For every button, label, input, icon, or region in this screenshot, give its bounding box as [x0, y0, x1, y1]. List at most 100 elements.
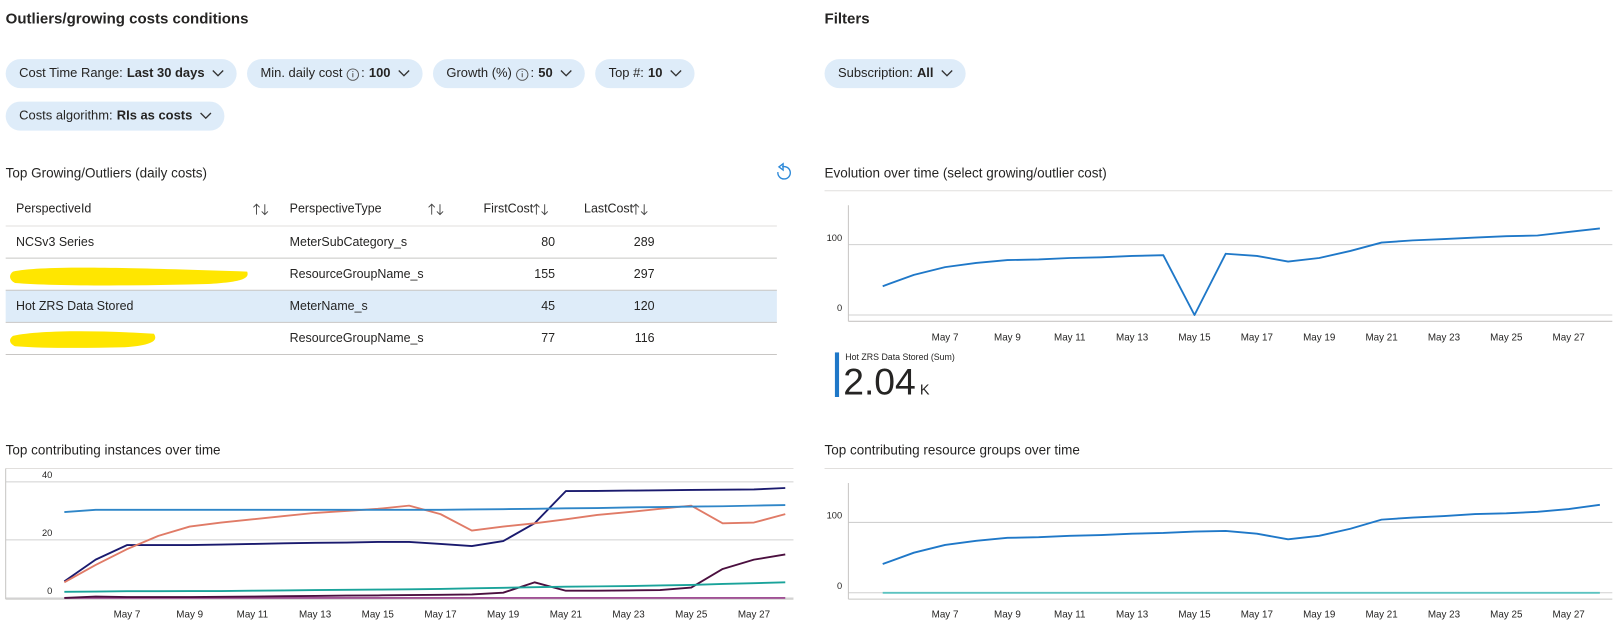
x-tick-label: May 21 — [1365, 333, 1397, 344]
y-tick-label: 0 — [837, 303, 842, 313]
table-cell[interactable]: NCSv3 Series — [16, 235, 94, 249]
x-tick-label: May 21 — [1365, 609, 1397, 620]
y-tick-label: 40 — [42, 470, 52, 480]
chevron-icon — [212, 70, 224, 77]
table-cell[interactable]: 77 — [541, 331, 555, 345]
x-tick-label: May 13 — [1116, 333, 1149, 344]
series-line[interactable] — [882, 503, 1601, 565]
series-line[interactable] — [63, 487, 786, 583]
sort-icon[interactable] — [532, 203, 549, 216]
pill-background — [824, 59, 966, 89]
pill-value: 50 — [538, 65, 552, 80]
pill-background — [432, 59, 585, 89]
x-tick-label: May 27 — [1553, 333, 1585, 344]
pill-label: Cost Time Range: — [19, 65, 123, 80]
pill-value: 10 — [648, 65, 662, 80]
x-tick-label: May 27 — [1553, 609, 1585, 620]
table-cell[interactable]: 45 — [541, 299, 555, 313]
pill-value: Last 30 days — [127, 65, 205, 80]
x-tick-label: May 23 — [1428, 609, 1461, 620]
x-tick-label: May 9 — [176, 609, 203, 620]
x-tick-label: May 25 — [675, 609, 708, 620]
filter-pill[interactable]: Subscription: All — [824, 59, 966, 89]
summary-value: 2.04 — [843, 360, 916, 402]
x-tick-label: May 15 — [362, 609, 395, 620]
y-tick-label: 100 — [827, 511, 843, 521]
x-tick-label: May 9 — [994, 333, 1021, 344]
info-icon — [516, 68, 529, 81]
x-tick-label: May 19 — [487, 609, 519, 620]
refresh-icon[interactable] — [777, 162, 791, 180]
x-tick-label: May 11 — [1054, 609, 1086, 620]
series-line[interactable] — [63, 504, 786, 584]
column-header[interactable]: FirstCost — [484, 202, 534, 216]
summary-label: Hot ZRS Data Stored (Sum) — [845, 352, 955, 362]
pill-separator: : — [361, 65, 365, 80]
table-cell[interactable]: 155 — [534, 267, 555, 281]
pill-label: Top #: — [609, 65, 644, 80]
x-tick-label: May 11 — [1054, 333, 1086, 344]
redacted-cell — [10, 267, 248, 286]
x-tick-label: May 9 — [994, 609, 1021, 620]
x-tick-label: May 13 — [1116, 609, 1149, 620]
pill-background — [247, 59, 423, 89]
x-tick-label: May 25 — [1490, 609, 1523, 620]
series-line[interactable] — [64, 504, 786, 513]
table-cell[interactable]: 120 — [634, 299, 655, 313]
pill-value: 100 — [369, 65, 391, 80]
table-cell[interactable]: 289 — [634, 235, 655, 249]
x-tick-label: May 17 — [1241, 333, 1273, 344]
sort-icon[interactable] — [253, 203, 269, 216]
x-tick-label: May 17 — [424, 609, 456, 620]
pill-label: Subscription: — [838, 65, 913, 80]
filter-pill[interactable]: Top #: 10 — [595, 59, 695, 89]
series-line[interactable] — [882, 227, 1600, 316]
table-cell[interactable]: 116 — [635, 331, 655, 345]
x-tick-label: May 15 — [1178, 609, 1211, 620]
pill-label: Min. daily cost — [260, 65, 342, 80]
x-tick-label: May 13 — [299, 609, 332, 620]
filter-pill[interactable]: Min. daily cost:100 — [247, 59, 423, 89]
filter-pill[interactable]: Cost Time Range: Last 30 days — [5, 59, 237, 89]
pill-label: Growth (%) — [446, 65, 511, 80]
pill-label: Costs algorithm: — [19, 108, 112, 123]
x-tick-label: May 21 — [550, 609, 582, 620]
pill-value: RIs as costs — [117, 108, 193, 123]
chart-title: Top contributing instances over time — [6, 442, 221, 457]
chevron-icon — [560, 70, 572, 77]
chevron-icon — [670, 70, 682, 77]
filter-pill[interactable]: Growth (%):50 — [432, 59, 585, 89]
x-tick-label: May 15 — [1178, 333, 1211, 344]
column-header[interactable]: PerspectiveType — [290, 202, 382, 216]
sort-icon[interactable] — [428, 203, 444, 216]
sort-icon[interactable] — [632, 203, 648, 216]
series-line[interactable] — [64, 581, 786, 593]
filter-pill[interactable]: Costs algorithm: RIs as costs — [5, 101, 225, 131]
column-header[interactable]: PerspectiveId — [16, 202, 91, 216]
pill-value: All — [917, 65, 934, 80]
y-tick-label: 20 — [42, 528, 52, 538]
info-icon — [346, 68, 359, 81]
x-tick-label: May 17 — [1241, 609, 1273, 620]
pill-separator: : — [531, 65, 535, 80]
table-cell[interactable]: ResourceGroupName_s — [290, 331, 424, 345]
x-tick-label: May 25 — [1490, 333, 1523, 344]
x-tick-label: May 23 — [1428, 333, 1461, 344]
column-header[interactable]: LastCost — [584, 202, 634, 216]
table-cell[interactable]: Hot ZRS Data Stored — [16, 299, 133, 313]
table-cell[interactable]: ResourceGroupName_s — [290, 267, 424, 281]
table-cell[interactable]: MeterSubCategory_s — [290, 235, 407, 249]
chevron-icon — [200, 112, 212, 120]
y-tick-label: 0 — [47, 586, 52, 596]
table-cell[interactable]: 80 — [541, 235, 555, 249]
selected-row — [5, 290, 777, 323]
table-cell[interactable]: MeterName_s — [290, 299, 368, 313]
y-tick-label: 0 — [837, 581, 842, 591]
summary-bar — [834, 352, 840, 397]
pill-background — [5, 101, 225, 131]
table-cell[interactable]: 297 — [634, 267, 655, 281]
summary-unit: K — [920, 383, 930, 399]
series-line[interactable] — [64, 553, 786, 599]
